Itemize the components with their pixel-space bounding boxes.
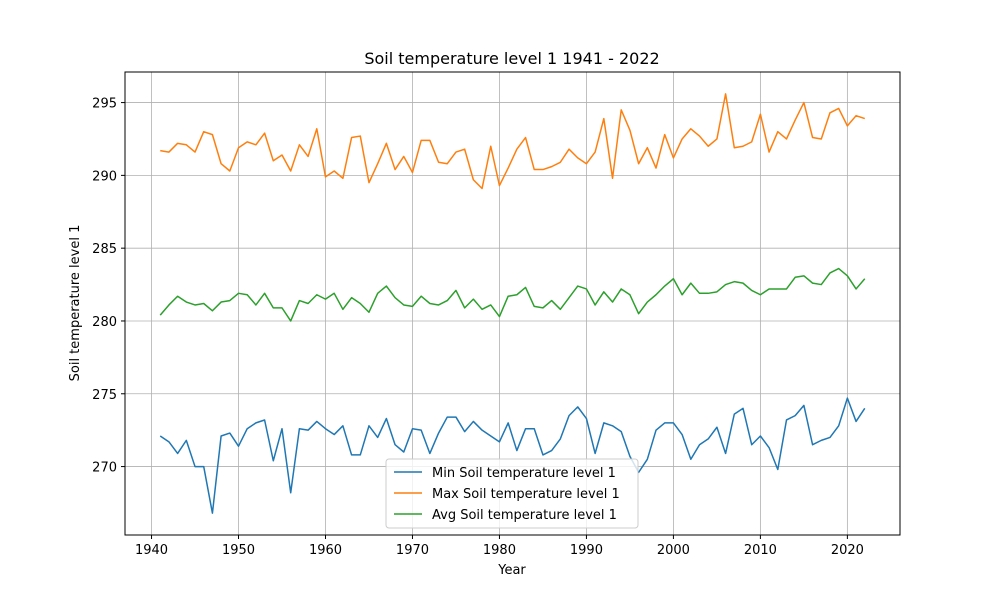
legend-box	[385, 458, 639, 529]
legend: Min Soil temperature level 1 Max Soil tem…	[385, 458, 639, 529]
y-tick-label: 295	[92, 97, 117, 112]
y-axis: 270 275 280 285 290 295	[92, 97, 125, 476]
x-tick-label: 1980	[483, 543, 516, 558]
x-tick-label: 1970	[396, 543, 429, 558]
legend-label-avg: Avg Soil temperature level 1	[432, 508, 617, 523]
x-tick-label: 1940	[135, 543, 168, 558]
series-line-max	[160, 93, 866, 190]
legend-label-min: Min Soil temperature level 1	[432, 466, 616, 481]
x-axis: 1940 1950 1960 1970 1980 1990 2000 2010 2020	[135, 535, 864, 558]
y-tick-label: 285	[92, 242, 117, 257]
plot-frame	[124, 71, 901, 536]
x-tick-label: 1960	[309, 543, 342, 558]
legend-label-max: Max Soil temperature level 1	[432, 487, 620, 502]
x-tick-label: 2010	[744, 543, 777, 558]
y-tick-label: 275	[92, 388, 117, 403]
y-axis-label: Soil temperature level 1	[68, 225, 83, 382]
x-tick-label: 1990	[570, 543, 603, 558]
y-tick-label: 270	[92, 461, 117, 476]
series-line-min	[159, 397, 866, 514]
x-tick-label: 2000	[657, 543, 690, 558]
y-tick-label: 290	[92, 169, 117, 184]
x-tick-label: 1950	[222, 543, 255, 558]
x-tick-label: 2020	[831, 543, 864, 558]
y-tick-label: 280	[92, 315, 117, 330]
series-line-avg	[159, 267, 866, 322]
x-axis-label: Year	[497, 563, 526, 578]
series-lines	[159, 93, 866, 514]
chart-title: Soil temperature level 1 1941 - 2022	[364, 49, 659, 68]
